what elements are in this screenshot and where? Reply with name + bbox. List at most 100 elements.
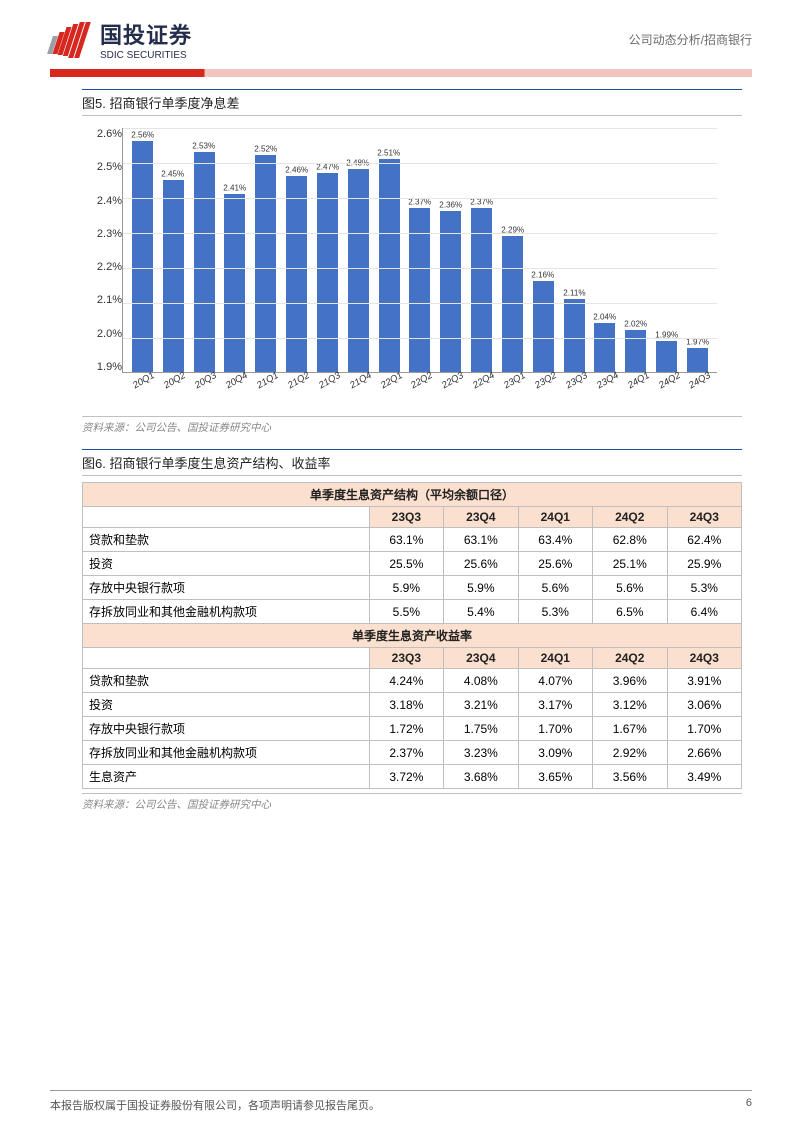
table-col-header: 24Q2 bbox=[593, 648, 667, 669]
footer-disclaimer: 本报告版权属于国投证券股份有限公司，各项声明请参见报告尾页。 bbox=[50, 1097, 380, 1113]
page-footer: 本报告版权属于国投证券股份有限公司，各项声明请参见报告尾页。 6 bbox=[50, 1090, 752, 1113]
grid-line bbox=[123, 303, 717, 304]
table-row: 投资25.5%25.6%25.6%25.1%25.9% bbox=[83, 552, 742, 576]
table-cell: 63.1% bbox=[444, 528, 518, 552]
table-section-header: 单季度生息资产收益率 bbox=[83, 624, 742, 648]
bar bbox=[286, 176, 307, 372]
bar-wrap: 2.37% bbox=[467, 197, 497, 373]
table-cell: 62.8% bbox=[593, 528, 667, 552]
table-cell: 25.6% bbox=[518, 552, 592, 576]
bar-value-label: 2.51% bbox=[378, 148, 401, 157]
fig6-title: 图6. 招商银行单季度生息资产结构、收益率 bbox=[82, 449, 742, 476]
table-row: 存放中央银行款项5.9%5.9%5.6%5.6%5.3% bbox=[83, 576, 742, 600]
table-cell: 5.3% bbox=[518, 600, 592, 624]
table-row: 存放中央银行款项1.72%1.75%1.70%1.67%1.70% bbox=[83, 717, 742, 741]
bar-value-label: 2.11% bbox=[563, 288, 585, 297]
table-cell: 63.4% bbox=[518, 528, 592, 552]
table-cell: 3.56% bbox=[593, 765, 667, 789]
table-cell: 3.09% bbox=[518, 741, 592, 765]
grid-line bbox=[123, 338, 717, 339]
bar-wrap: 2.48% bbox=[343, 158, 373, 372]
page-number: 6 bbox=[746, 1097, 752, 1113]
table-cell: 4.08% bbox=[444, 669, 518, 693]
table-cell: 3.65% bbox=[518, 765, 592, 789]
table-cell: 4.07% bbox=[518, 669, 592, 693]
bar-value-label: 2.02% bbox=[624, 320, 647, 329]
table-cell: 3.18% bbox=[369, 693, 443, 717]
table-cell: 3.21% bbox=[444, 693, 518, 717]
bar bbox=[255, 155, 276, 372]
bar-value-label: 2.52% bbox=[254, 145, 277, 154]
fig5-plot: 2.56%2.45%2.53%2.41%2.52%2.46%2.47%2.48%… bbox=[122, 128, 717, 373]
table-cell: 2.92% bbox=[593, 741, 667, 765]
bar-value-label: 2.53% bbox=[193, 141, 216, 150]
table-row-label: 存拆放同业和其他金融机构款项 bbox=[83, 600, 370, 624]
ytick-label: 2.6% bbox=[82, 128, 122, 140]
table-cell: 3.12% bbox=[593, 693, 667, 717]
bar-value-label: 2.46% bbox=[285, 166, 308, 175]
bar-value-label: 2.04% bbox=[593, 313, 616, 322]
table-cell: 5.4% bbox=[444, 600, 518, 624]
table-row: 投资3.18%3.21%3.17%3.12%3.06% bbox=[83, 693, 742, 717]
table-row: 贷款和垫款4.24%4.08%4.07%3.96%3.91% bbox=[83, 669, 742, 693]
bar-wrap: 2.36% bbox=[436, 200, 466, 372]
table-section-header: 单季度生息资产结构（平均余额口径） bbox=[83, 483, 742, 507]
fig6-source: 资料来源：公司公告、国投证券研究中心 bbox=[82, 793, 742, 812]
grid-line bbox=[123, 198, 717, 199]
table-col-header: 23Q3 bbox=[369, 507, 443, 528]
bar-wrap: 2.56% bbox=[127, 130, 157, 372]
fig5-xaxis: 20Q120Q220Q320Q421Q121Q221Q321Q422Q122Q2… bbox=[122, 373, 717, 394]
logo-text: 国投证券 SDIC SECURITIES bbox=[100, 18, 192, 61]
fig5-title: 图5. 招商银行单季度净息差 bbox=[82, 89, 742, 116]
table-cell: 1.72% bbox=[369, 717, 443, 741]
header-accent-bar bbox=[50, 69, 752, 77]
table-cell: 5.6% bbox=[518, 576, 592, 600]
page-header: 国投证券 SDIC SECURITIES 公司动态分析/招商银行 bbox=[0, 0, 802, 69]
bar bbox=[533, 281, 554, 372]
table-cell: 4.24% bbox=[369, 669, 443, 693]
table-cell: 3.49% bbox=[667, 765, 742, 789]
ytick-label: 2.0% bbox=[82, 328, 122, 340]
header-category: 公司动态分析/招商银行 bbox=[629, 31, 752, 48]
table-cell: 25.1% bbox=[593, 552, 667, 576]
fig6-table: 单季度生息资产结构（平均余额口径）23Q323Q424Q124Q224Q3贷款和… bbox=[82, 482, 742, 789]
table-cell: 1.70% bbox=[667, 717, 742, 741]
bar-value-label: 2.16% bbox=[532, 271, 555, 280]
table-cell: 3.72% bbox=[369, 765, 443, 789]
bar-wrap: 2.41% bbox=[220, 183, 250, 373]
bar bbox=[317, 173, 338, 373]
table-row: 贷款和垫款63.1%63.1%63.4%62.8%62.4% bbox=[83, 528, 742, 552]
table-cell: 3.23% bbox=[444, 741, 518, 765]
bar bbox=[440, 211, 461, 372]
table-row-label: 贷款和垫款 bbox=[83, 669, 370, 693]
table-col-header: 24Q3 bbox=[667, 507, 742, 528]
table-row: 生息资产3.72%3.68%3.65%3.56%3.49% bbox=[83, 765, 742, 789]
table-cell: 6.4% bbox=[667, 600, 742, 624]
table-cell: 63.1% bbox=[369, 528, 443, 552]
bar-wrap: 2.37% bbox=[405, 197, 435, 373]
table-cell: 5.6% bbox=[593, 576, 667, 600]
table-cell: 3.96% bbox=[593, 669, 667, 693]
table-cell: 5.9% bbox=[444, 576, 518, 600]
bar-value-label: 2.45% bbox=[162, 169, 185, 178]
table-row-label: 贷款和垫款 bbox=[83, 528, 370, 552]
table-col-header: 23Q4 bbox=[444, 507, 518, 528]
table-row-label: 存放中央银行款项 bbox=[83, 717, 370, 741]
table-row-label: 生息资产 bbox=[83, 765, 370, 789]
table-cell: 5.3% bbox=[667, 576, 742, 600]
ytick-label: 2.5% bbox=[82, 161, 122, 173]
table-row-label: 存放中央银行款项 bbox=[83, 576, 370, 600]
table-cell: 3.17% bbox=[518, 693, 592, 717]
table-cell: 1.67% bbox=[593, 717, 667, 741]
ytick-label: 2.2% bbox=[82, 261, 122, 273]
ytick-label: 2.4% bbox=[82, 195, 122, 207]
ytick-label: 2.1% bbox=[82, 294, 122, 306]
bar-value-label: 2.36% bbox=[439, 201, 462, 210]
fig5-source: 资料来源：公司公告、国投证券研究中心 bbox=[82, 416, 742, 435]
table-cell: 5.5% bbox=[369, 600, 443, 624]
table-cell: 1.75% bbox=[444, 717, 518, 741]
grid-line bbox=[123, 233, 717, 234]
fig5-bars: 2.56%2.45%2.53%2.41%2.52%2.46%2.47%2.48%… bbox=[123, 128, 717, 372]
bar bbox=[163, 180, 184, 373]
table-col-header: 23Q4 bbox=[444, 648, 518, 669]
